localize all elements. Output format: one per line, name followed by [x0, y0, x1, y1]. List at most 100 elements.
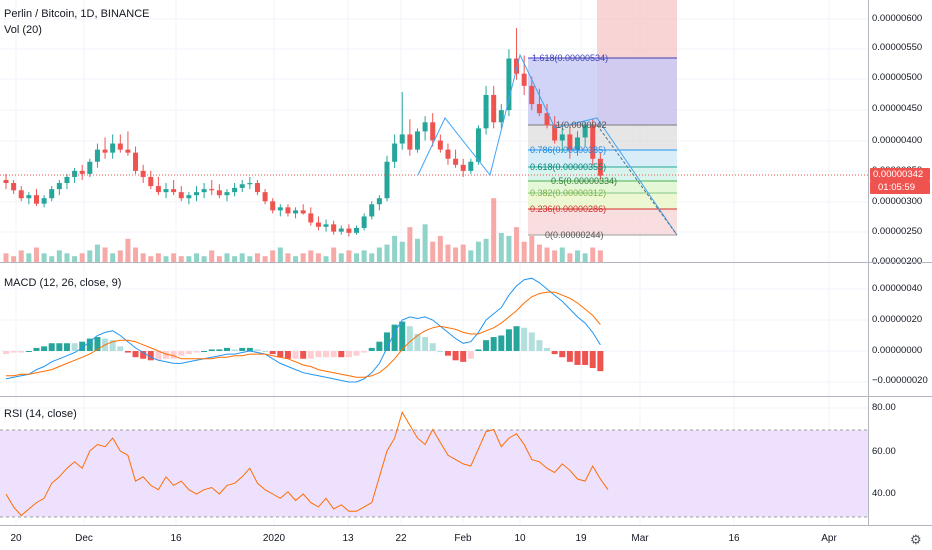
candle-body: [140, 170, 146, 177]
candle-body: [369, 204, 375, 217]
candle-body: [323, 224, 329, 227]
macd-histogram-bar: [246, 347, 253, 351]
symbol-title[interactable]: Perlin / Bitcoin, 1D, BINANCE: [4, 8, 150, 20]
volume-bar: [437, 235, 443, 262]
macd-histogram-bar: [513, 326, 520, 351]
volume-bar: [430, 241, 436, 262]
macd-histogram-bar: [589, 351, 596, 369]
rsi-pane[interactable]: RSI (14, close) 80.00 60.00 40.00: [0, 397, 932, 525]
price-tick: 0.00000300: [872, 196, 923, 207]
volume-bar: [369, 253, 375, 262]
volume-bar: [399, 241, 405, 262]
macd-histogram-bar: [269, 351, 276, 355]
volume-bar: [178, 256, 184, 262]
candle-body: [133, 152, 139, 171]
volume-bar: [346, 250, 352, 262]
volume-bar: [308, 250, 314, 262]
volume-bar: [148, 256, 154, 262]
price-pane[interactable]: Perlin / Bitcoin, 1D, BINANCE Vol (20) 1…: [0, 0, 932, 267]
projection-line[interactable]: [596, 124, 678, 236]
macd-histogram-bar: [155, 351, 162, 361]
candle-body: [87, 161, 93, 174]
candle-body: [414, 131, 420, 150]
macd-histogram-bar: [467, 351, 474, 359]
macd-histogram-bar: [25, 351, 32, 352]
volume-bar: [133, 247, 139, 262]
volume-bar: [56, 250, 62, 262]
candle-body: [575, 137, 580, 150]
rsi-band: [0, 430, 868, 517]
macd-histogram-bar: [368, 347, 375, 351]
candle-body: [491, 94, 497, 123]
volume-bar: [460, 244, 466, 262]
volume-bar: [529, 235, 535, 262]
price-tick: 0.00000500: [872, 72, 923, 83]
volume-bar: [247, 256, 253, 262]
macd-histogram-bar: [490, 337, 497, 351]
macd-histogram-bar: [361, 351, 368, 353]
volume-bar: [475, 241, 481, 262]
volume-bar: [361, 250, 367, 262]
candle-body: [437, 140, 443, 150]
candle-body: [247, 183, 253, 185]
macd-histogram-bar: [414, 333, 421, 351]
macd-histogram-bar: [48, 343, 55, 351]
macd-tick: 0.00000000: [872, 345, 923, 356]
macd-histogram-bar: [178, 351, 185, 356]
volume-bar: [140, 253, 146, 262]
rsi-chart[interactable]: [0, 397, 868, 525]
candle-body: [171, 189, 177, 193]
candle-body: [117, 143, 123, 150]
macd-histogram-bar: [330, 351, 337, 358]
trend-line[interactable]: [417, 53, 678, 236]
macd-histogram-bar: [544, 347, 551, 351]
pane-separator[interactable]: [0, 396, 932, 397]
volume-bar: [110, 253, 116, 262]
candle-body: [232, 187, 238, 193]
candle-body: [201, 189, 207, 193]
x-tick: 13: [342, 533, 354, 544]
macd-histogram-bar: [231, 349, 238, 351]
macd-histogram-bar: [124, 351, 131, 353]
candle-body: [3, 179, 9, 184]
candle-body: [315, 222, 321, 227]
settings-gear-icon[interactable]: ⚙: [910, 532, 922, 547]
macd-histogram-bar: [384, 332, 390, 351]
volume-bar: [422, 224, 428, 262]
macd-histogram-bar: [460, 351, 467, 362]
macd-histogram-bar: [33, 347, 40, 351]
pane-separator[interactable]: [0, 262, 932, 263]
macd-histogram-bar: [452, 351, 459, 361]
volume-bar: [224, 253, 230, 262]
macd-histogram-bar: [551, 351, 558, 355]
fib-label-1: 1(0.0000042: [556, 120, 607, 130]
macd-tick: −0.00000020: [872, 375, 928, 386]
macd-histogram-bar: [117, 346, 124, 351]
macd-pane[interactable]: MACD (12, 26, close, 9) 0.00000040 0.000…: [0, 263, 932, 396]
macd-histogram-bar: [597, 351, 604, 372]
volume-legend[interactable]: Vol (20): [4, 24, 42, 36]
rsi-axis[interactable]: [868, 397, 932, 525]
volume-bar: [407, 227, 413, 262]
volume-bar: [232, 256, 238, 262]
candle-body: [110, 143, 116, 153]
candle-body: [186, 195, 192, 199]
macd-histogram-bar: [475, 349, 482, 351]
candle-body: [529, 85, 535, 105]
price-chart[interactable]: [0, 0, 868, 262]
volume-bar: [33, 247, 39, 262]
rsi-legend[interactable]: RSI (14, close): [4, 408, 77, 420]
macd-histogram-bar: [140, 351, 147, 359]
macd-histogram-bar: [437, 351, 444, 352]
fib-label-1618: 1.618(0.00000534): [532, 53, 609, 63]
macd-axis[interactable]: [868, 263, 932, 396]
price-axis[interactable]: [868, 0, 932, 262]
fib-label-0: 0(0.00000244): [545, 230, 604, 240]
volume-bar: [262, 256, 268, 262]
macd-chart[interactable]: [0, 263, 868, 396]
macd-histogram-bar: [10, 351, 17, 353]
macd-legend[interactable]: MACD (12, 26, close, 9): [4, 277, 122, 289]
candle-body: [331, 224, 337, 232]
price-tick: 0.00000600: [872, 13, 923, 24]
fib-label-05: 0.5(0.00000334): [551, 176, 618, 186]
